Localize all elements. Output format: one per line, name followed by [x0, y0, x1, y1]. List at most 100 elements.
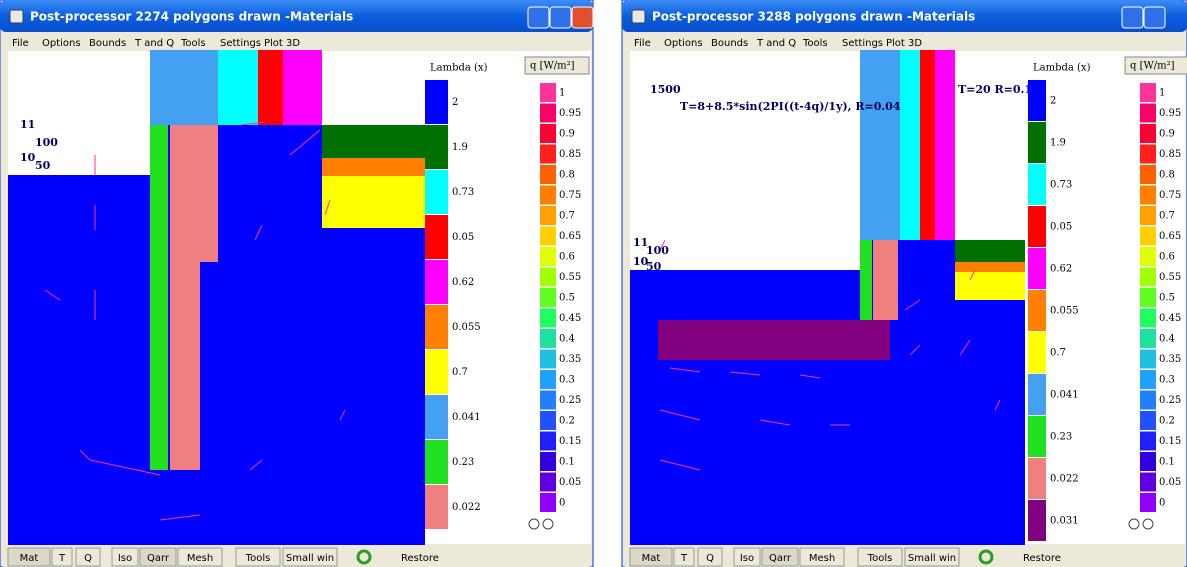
menu-item[interactable]: Tools — [180, 38, 206, 49]
lambda-label: 0.022 — [452, 502, 481, 513]
material-region — [322, 176, 425, 228]
q-label: 0.5 — [1159, 293, 1175, 304]
menu-item[interactable]: Plot 3D — [264, 38, 300, 49]
q-swatch — [1140, 288, 1156, 307]
toolbar-button[interactable] — [799, 547, 845, 567]
q-label: 0.85 — [559, 149, 581, 160]
material-region — [283, 50, 322, 125]
lambda-label: 0.041 — [1050, 390, 1079, 401]
zoom-icon[interactable] — [1128, 518, 1140, 530]
q-label: 0.45 — [559, 313, 581, 324]
toolbar-label[interactable]: Tools — [245, 553, 271, 564]
toolbar-button[interactable] — [733, 547, 761, 567]
lambda-swatch — [1028, 80, 1046, 121]
maximize-button[interactable] — [1143, 6, 1166, 29]
lambda-label: 0.05 — [452, 232, 474, 243]
zoom-icon[interactable] — [1142, 518, 1154, 530]
toolbar-button[interactable] — [904, 547, 960, 567]
menu-item[interactable]: File — [12, 38, 29, 49]
q-swatch — [540, 247, 556, 266]
lambda-swatch — [1028, 290, 1046, 331]
q-title-button[interactable] — [524, 56, 590, 75]
toolbar-button[interactable] — [51, 547, 73, 567]
menu-item[interactable]: Options — [664, 38, 703, 49]
toolbar-label[interactable]: Qarr — [147, 553, 170, 564]
material-region — [630, 270, 1025, 545]
toolbar-label[interactable]: Mesh — [809, 553, 835, 564]
lambda-label: 0.031 — [1050, 516, 1079, 527]
toolbar-label[interactable]: Mat — [20, 553, 39, 564]
toolbar-label[interactable]: Q — [706, 553, 714, 564]
toolbar-label[interactable]: T — [58, 553, 66, 564]
q-label: 1 — [1159, 88, 1165, 99]
material-region — [860, 240, 872, 320]
minimize-button[interactable] — [1121, 6, 1144, 29]
q-label: 0.1 — [1159, 457, 1175, 468]
q-label: 0.8 — [1159, 170, 1175, 181]
menu-item[interactable]: Settings — [842, 38, 883, 49]
q-label: 0.85 — [1159, 149, 1181, 160]
q-label: 0.2 — [559, 416, 575, 427]
q-swatch — [540, 83, 556, 102]
menu-item[interactable]: T and Q — [756, 38, 796, 49]
menu-item[interactable]: File — [634, 38, 651, 49]
toolbar-button[interactable] — [111, 547, 139, 567]
toolbar-label[interactable]: Mat — [642, 553, 661, 564]
toolbar-label[interactable]: Iso — [740, 553, 754, 564]
toolbar-label[interactable]: Q — [84, 553, 92, 564]
toolbar-label[interactable]: Tools — [867, 553, 893, 564]
maximize-button[interactable] — [549, 6, 572, 29]
material-region — [150, 125, 168, 470]
menu-item[interactable]: Plot 3D — [886, 38, 922, 49]
menu-item[interactable]: Tools — [802, 38, 828, 49]
toolbar-label[interactable]: Restore — [1023, 553, 1061, 564]
toolbar-label[interactable]: Restore — [401, 553, 439, 564]
annotation: 100 — [35, 136, 58, 149]
zoom-icon[interactable] — [542, 518, 554, 530]
menu-item[interactable]: Bounds — [89, 38, 126, 49]
toolbar-button[interactable] — [629, 547, 673, 567]
toolbar-button[interactable] — [177, 547, 223, 567]
toolbar-label[interactable]: Small win — [286, 553, 334, 564]
refresh-icon[interactable] — [978, 549, 994, 565]
toolbar-button[interactable] — [7, 547, 51, 567]
q-title-button[interactable] — [1124, 56, 1187, 75]
close-button[interactable] — [571, 6, 594, 29]
lambda-label: 2 — [1050, 96, 1056, 107]
material-region — [955, 240, 1025, 262]
toolbar-button[interactable] — [282, 547, 338, 567]
flux-arrow — [729, 371, 761, 376]
menu-item[interactable]: Options — [42, 38, 81, 49]
toolbar-label[interactable]: Small win — [908, 553, 956, 564]
menu-item[interactable]: Bounds — [711, 38, 748, 49]
q-swatch — [1140, 103, 1156, 123]
flux-arrow — [289, 129, 321, 156]
q-label: 0.05 — [1159, 477, 1181, 488]
material-region — [150, 50, 218, 125]
toolbar-label[interactable]: Iso — [118, 553, 132, 564]
flux-arrow — [44, 289, 61, 301]
flux-arrow — [659, 409, 701, 421]
toolbar-button[interactable] — [139, 547, 177, 567]
flux-arrow — [909, 344, 921, 356]
minimize-button[interactable] — [527, 6, 550, 29]
toolbar-button[interactable] — [761, 547, 799, 567]
menu-item[interactable]: Settings — [220, 38, 261, 49]
lambda-swatch — [1028, 206, 1046, 247]
zoom-icon[interactable] — [528, 518, 540, 530]
menu-item[interactable]: T and Q — [134, 38, 174, 49]
q-label: 0.6 — [1159, 252, 1175, 263]
refresh-icon[interactable] — [356, 549, 372, 565]
toolbar-button[interactable] — [857, 547, 903, 567]
q-swatch — [540, 329, 556, 348]
lambda-label: 0.73 — [1050, 180, 1072, 191]
toolbar-label[interactable]: Mesh — [187, 553, 213, 564]
toolbar-button[interactable] — [673, 547, 695, 567]
toolbar-label[interactable]: Qarr — [769, 553, 792, 564]
toolbar-label[interactable]: T — [680, 553, 688, 564]
toolbar-button[interactable] — [235, 547, 281, 567]
toolbar-button[interactable] — [697, 547, 723, 567]
toolbar-button[interactable] — [75, 547, 101, 567]
annotation: 11 — [633, 236, 648, 249]
